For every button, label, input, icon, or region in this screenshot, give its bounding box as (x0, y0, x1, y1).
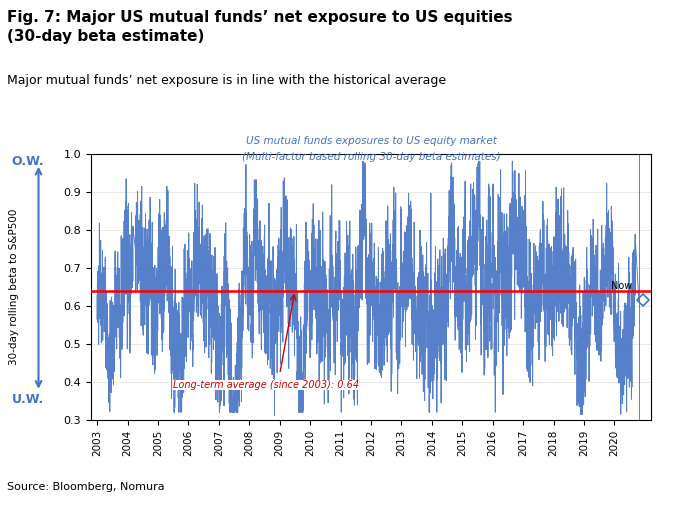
Text: US mutual funds exposures to US equity market: US mutual funds exposures to US equity m… (246, 136, 496, 146)
Text: Long-term average (since 2003): 0.64: Long-term average (since 2003): 0.64 (173, 379, 359, 390)
Text: (Multi-factor based rolling 30-day beta estimates): (Multi-factor based rolling 30-day beta … (241, 152, 500, 162)
Text: Major mutual funds’ net exposure is in line with the historical average: Major mutual funds’ net exposure is in l… (7, 74, 446, 87)
Text: Long-term average (since 2003): 0.64: Long-term average (since 2003): 0.64 (173, 379, 359, 390)
Text: Source: Bloomberg, Nomura: Source: Bloomberg, Nomura (7, 481, 164, 492)
Text: O.W.: O.W. (12, 155, 44, 168)
Text: 30-day rolling beta to S&P500: 30-day rolling beta to S&P500 (9, 208, 19, 365)
Text: Fig. 7: Major US mutual funds’ net exposure to US equities
(30-day beta estimate: Fig. 7: Major US mutual funds’ net expos… (7, 10, 512, 44)
Text: U.W.: U.W. (12, 393, 44, 406)
Text: Now: Now (612, 281, 633, 290)
